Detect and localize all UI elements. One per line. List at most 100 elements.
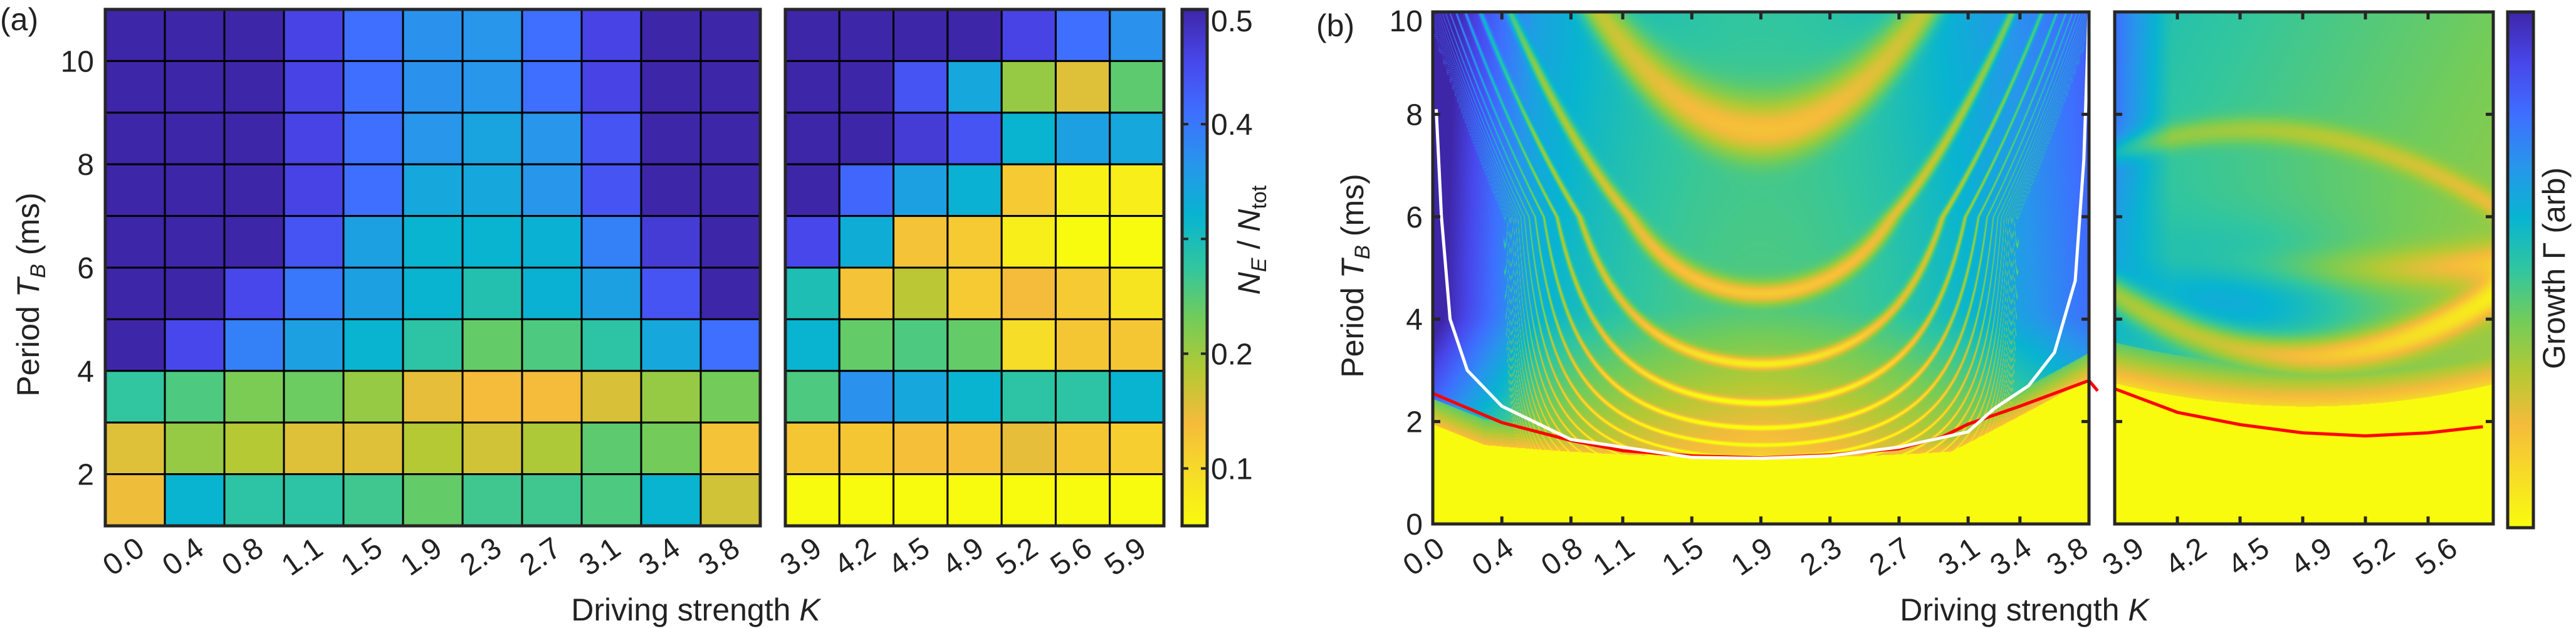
heatmap-cell bbox=[342, 318, 404, 372]
heatmap-cell bbox=[1000, 421, 1057, 476]
heatmap-cell bbox=[640, 60, 702, 114]
heatmap-cell bbox=[946, 421, 1003, 476]
heatmap-cell bbox=[283, 421, 345, 476]
heatmap-cell bbox=[640, 318, 702, 372]
x-tick-label: 5.2 bbox=[991, 531, 1044, 583]
heatmap-cell bbox=[699, 318, 762, 372]
panel-b-ylabel: Period TB (ms) bbox=[1335, 174, 1374, 378]
heatmap-cell bbox=[521, 370, 583, 424]
x-tick-label: 3.8 bbox=[2041, 531, 2094, 583]
y-tick-label: 8 bbox=[1406, 98, 1423, 132]
heatmap-cell bbox=[283, 318, 345, 372]
panel-b-colorbar-label: Growth Γ (arb) bbox=[2537, 167, 2572, 369]
heatmap-cell bbox=[580, 60, 642, 114]
heatmap-cell bbox=[104, 163, 166, 217]
y-tick-label: 2 bbox=[77, 459, 94, 492]
colorbar-tick-label: 0.5 bbox=[1211, 5, 1253, 38]
heatmap-cell bbox=[1054, 370, 1111, 424]
x-tick-label: 0.8 bbox=[1536, 531, 1589, 583]
x-tick-label: 1.9 bbox=[395, 531, 448, 583]
heatmap-cell bbox=[838, 112, 895, 165]
x-tick-label: 0.0 bbox=[1397, 531, 1450, 583]
red-curve-right bbox=[2114, 387, 2483, 438]
heatmap-cell bbox=[1054, 112, 1111, 165]
x-tick-label: 2.7 bbox=[514, 531, 567, 583]
heatmap-cell bbox=[640, 8, 702, 62]
panel-a-left-frame bbox=[103, 8, 762, 528]
heatmap-cell bbox=[1109, 473, 1165, 527]
heatmap-cell bbox=[580, 266, 642, 320]
heatmap-cell bbox=[164, 473, 226, 527]
heatmap-cell bbox=[461, 473, 523, 527]
colorbar-tick-label: 0.2 bbox=[1211, 338, 1253, 371]
heatmap-cell bbox=[1109, 163, 1165, 217]
heatmap-cell bbox=[893, 8, 949, 62]
heatmap-cell bbox=[893, 266, 949, 320]
y-tick-label: 2 bbox=[1406, 406, 1423, 439]
heatmap-cell bbox=[283, 112, 345, 165]
heatmap-cell bbox=[699, 112, 762, 165]
heatmap-cell bbox=[1109, 370, 1165, 424]
heatmap-cell bbox=[784, 8, 840, 62]
heatmap-cell bbox=[838, 421, 895, 476]
heatmap-cell bbox=[1000, 370, 1057, 424]
heatmap-cell bbox=[893, 215, 949, 269]
heatmap-cell bbox=[893, 370, 949, 424]
panel-label-b: (b) bbox=[1316, 8, 1354, 43]
growth-heatmap-left bbox=[1433, 12, 2089, 524]
x-tick-label: 3.1 bbox=[573, 531, 627, 583]
y-tick-label: 0 bbox=[1406, 508, 1423, 542]
heatmap-cell bbox=[283, 8, 345, 62]
heatmap-cell bbox=[580, 421, 642, 476]
panel-a-right-frame bbox=[783, 8, 1166, 528]
x-tick-label: 4.5 bbox=[882, 531, 936, 583]
heatmap-cell bbox=[223, 112, 285, 165]
panel-b-right-frame bbox=[2113, 10, 2495, 526]
x-tick-label: 4.2 bbox=[829, 531, 882, 583]
heatmap-cell bbox=[784, 421, 840, 476]
panel-b-left-frame bbox=[1431, 10, 2091, 526]
heatmap-cell bbox=[838, 266, 895, 320]
heatmap-cell bbox=[640, 421, 702, 476]
heatmap-cell bbox=[893, 112, 949, 165]
heatmap-cell bbox=[164, 370, 226, 424]
heatmap-cell bbox=[1054, 163, 1111, 217]
heatmap-cell bbox=[946, 266, 1003, 320]
heatmap-cell bbox=[699, 60, 762, 114]
panel-a-colorbar bbox=[1180, 8, 1209, 528]
white-curve-left bbox=[1435, 11, 2091, 460]
heatmap-cell bbox=[223, 163, 285, 217]
heatmap-cell bbox=[784, 318, 840, 372]
heatmap-cell bbox=[1000, 215, 1057, 269]
heatmap-cell bbox=[342, 266, 404, 320]
heatmap-cell bbox=[461, 318, 523, 372]
x-tick-label: 4.9 bbox=[936, 531, 990, 583]
heatmap-cell bbox=[838, 60, 895, 114]
heatmap-cell bbox=[342, 163, 404, 217]
heatmap-cell bbox=[402, 8, 464, 62]
heatmap-cell bbox=[223, 473, 285, 527]
heatmap-cell bbox=[946, 215, 1003, 269]
heatmap-cell bbox=[699, 370, 762, 424]
heatmap-cell bbox=[893, 473, 949, 527]
heatmap-cell bbox=[223, 370, 285, 424]
panel-label-a: (a) bbox=[0, 2, 38, 37]
heatmap-cell bbox=[104, 473, 166, 527]
heatmap-cell bbox=[461, 421, 523, 476]
heatmap-cell bbox=[104, 60, 166, 114]
heatmap-cell bbox=[1109, 266, 1165, 320]
y-tick-label: 8 bbox=[77, 149, 94, 182]
heatmap-cell bbox=[1000, 318, 1057, 372]
heatmap-cell bbox=[893, 421, 949, 476]
heatmap-cell bbox=[223, 266, 285, 320]
heatmap-cell bbox=[402, 215, 464, 269]
heatmap-cell bbox=[164, 8, 226, 62]
heatmap-cell bbox=[342, 60, 404, 114]
heatmap-cell bbox=[699, 473, 762, 527]
heatmap-cell bbox=[1000, 163, 1057, 217]
heatmap-cell bbox=[104, 215, 166, 269]
x-tick-label: 0.0 bbox=[97, 531, 150, 583]
heatmap-cell bbox=[1054, 318, 1111, 372]
heatmap-cell bbox=[223, 421, 285, 476]
